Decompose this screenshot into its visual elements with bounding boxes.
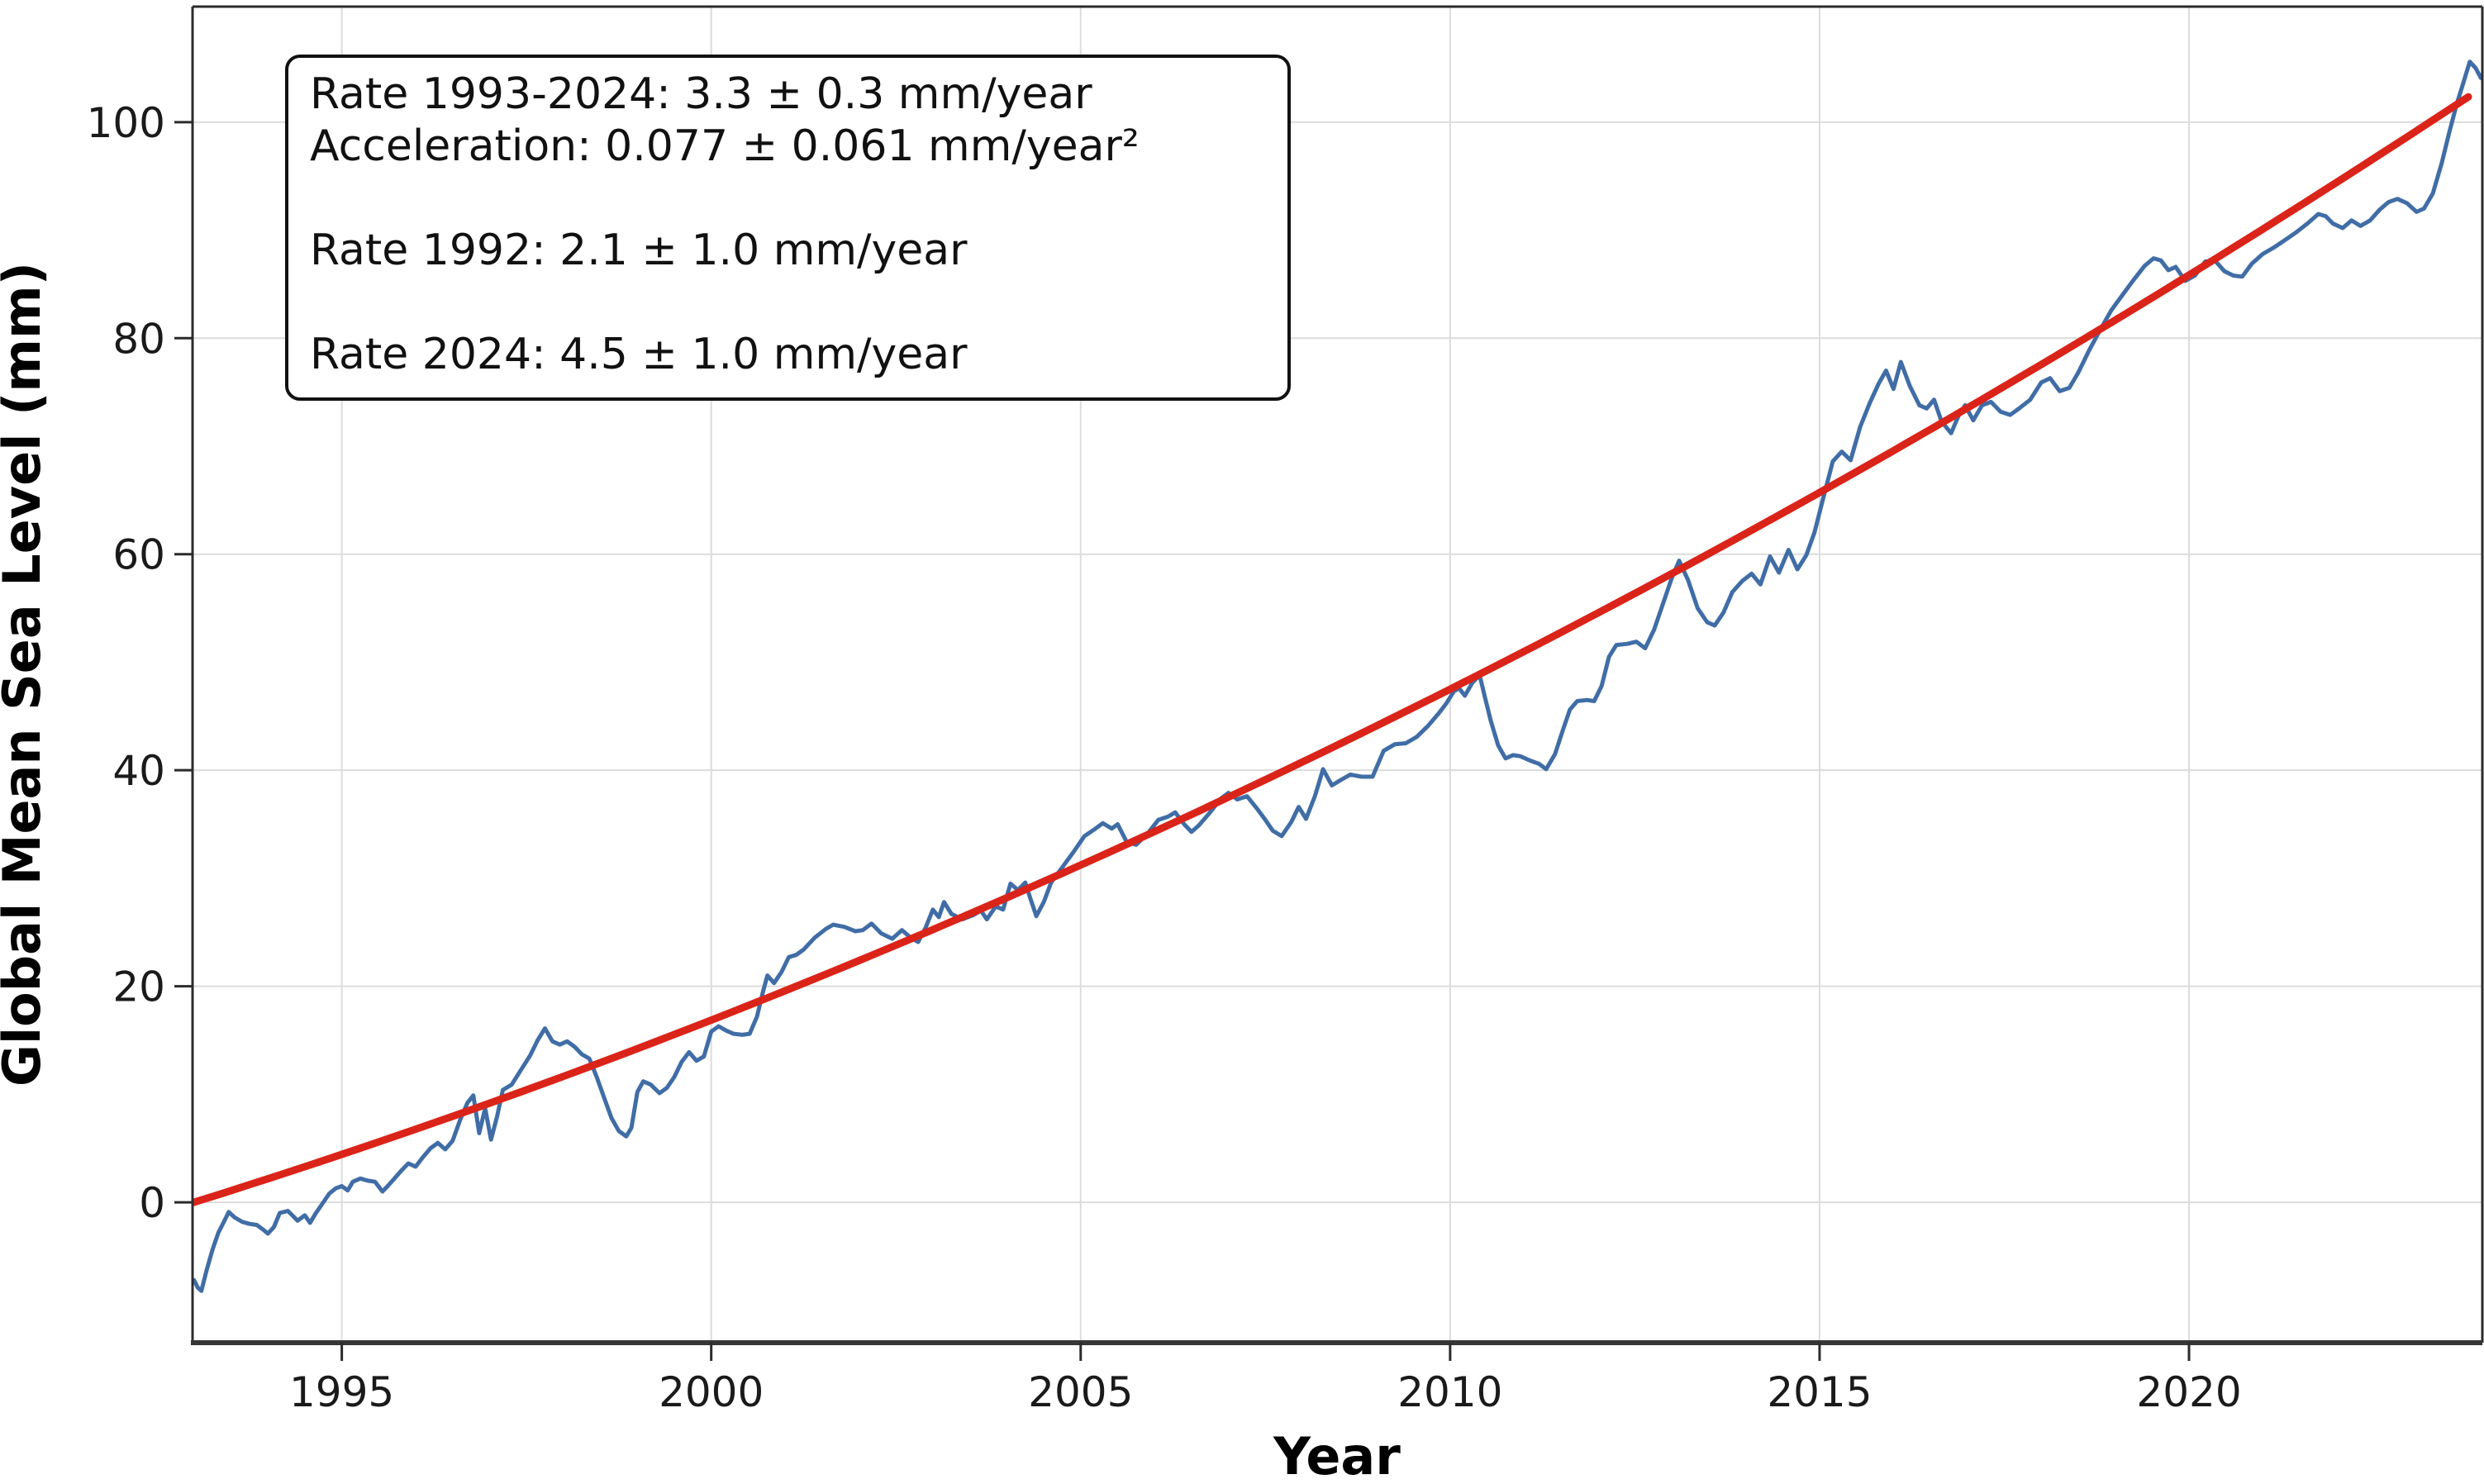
y-tick-label: 60 [112,531,165,579]
annotation-rate-1993-2024: Rate 1993-2024: 3.3 ± 0.3 mm/year [310,69,1092,119]
annotation-rate-2024: Rate 2024: 4.5 ± 1.0 mm/year [310,330,968,379]
annotation-rate-1992: Rate 1992: 2.1 ± 1.0 mm/year [310,226,968,275]
y-axis-label: Global Mean Sea Level (mm) [0,262,52,1087]
annotation-box-frame [285,55,1291,401]
x-tick-label: 2000 [659,1368,764,1416]
y-tick-label: 40 [112,747,165,795]
x-tick-label: 2005 [1028,1368,1133,1416]
x-axis-label: Year [1273,1426,1401,1484]
annotation-acceleration: Acceleration: 0.077 ± 0.061 mm/year² [310,121,1140,171]
x-tick-label: 2020 [2136,1368,2241,1416]
y-tick-label: 0 [139,1179,165,1227]
series-layer [193,59,2482,1293]
gmsl-observed-line [193,59,2482,1293]
x-tick-label: 2010 [1397,1368,1502,1416]
annotation-box: Rate 1993-2024: 3.3 ± 0.3 mm/year Accele… [285,55,1291,401]
y-tick-label: 20 [112,963,165,1011]
y-tick-label: 80 [112,315,165,363]
trend-fit-line [193,93,2472,1207]
x-tick-label: 2015 [1767,1368,1872,1416]
y-tick-label: 100 [87,99,165,147]
x-tick-label: 1995 [289,1368,394,1416]
